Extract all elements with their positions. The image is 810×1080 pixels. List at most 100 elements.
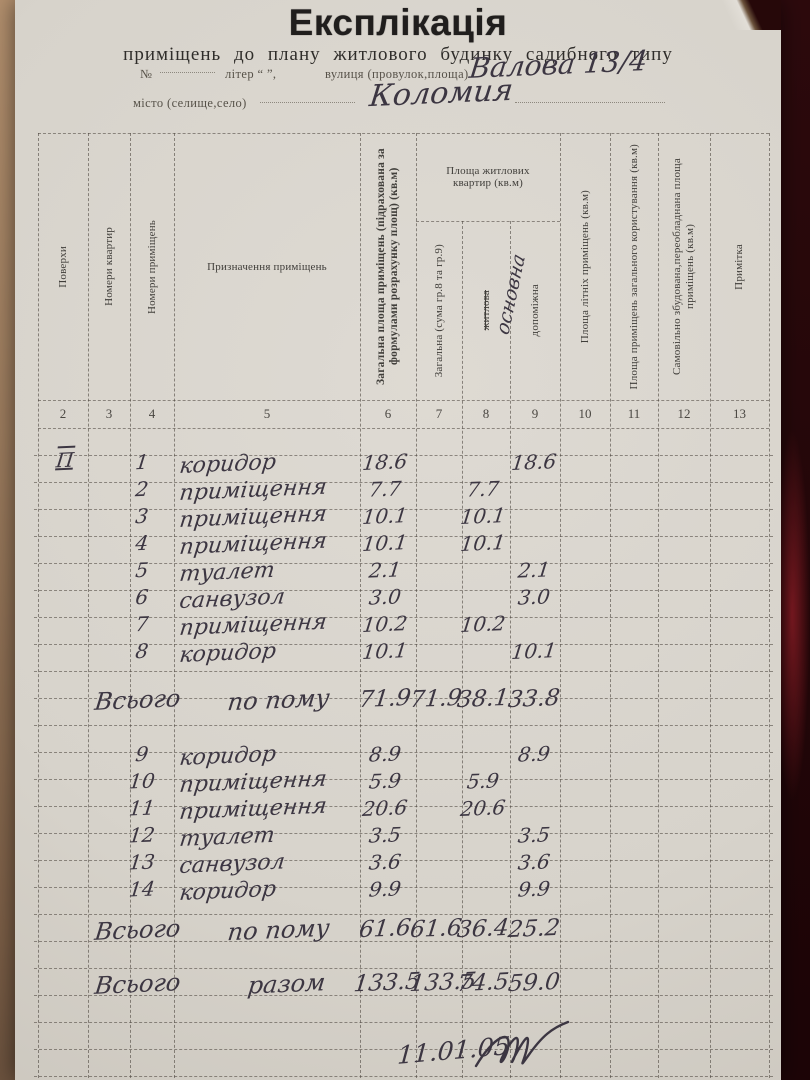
city-label: місто (селище,село): [133, 96, 247, 110]
room-total-area: 10.2: [361, 611, 409, 637]
column-header-label: Площа приміщень загального користування …: [627, 143, 640, 390]
floor-subtotal-label: Всього: [93, 914, 183, 946]
blank-fill-line: [515, 90, 665, 103]
room-aux-area: 9.9: [516, 876, 552, 902]
room-aux-area: 3.0: [516, 584, 552, 610]
group-header-living-area: Площа житлових квартир (кв.м): [446, 165, 530, 189]
grid-hline: [416, 221, 560, 222]
room-main-area: 20.6: [459, 795, 507, 821]
column-header-label: Самовільно збудована,переобладнана площа…: [671, 158, 696, 375]
grand-total-value: 59.0: [506, 968, 562, 998]
room-total-area: 20.6: [361, 795, 409, 821]
column-header-4: Номери приміщень: [130, 133, 174, 400]
room-number: 14: [127, 876, 157, 902]
room-total-area: 3.0: [367, 584, 403, 610]
grid-hline: [34, 509, 773, 510]
grid-hline: [34, 455, 773, 456]
column-number-8: 8: [482, 406, 490, 421]
room-main-area: 5.9: [465, 768, 501, 794]
table-surface-left-edge: [0, 0, 17, 1080]
floor-subtotal-label: по пому: [226, 683, 332, 717]
column-header-label: Загальна (сума гр.8 та гр.9): [432, 243, 445, 378]
grid-vline: [360, 133, 361, 1078]
room-number: 9: [134, 741, 150, 767]
room-name: коридор: [178, 638, 278, 668]
room-aux-area: 2.1: [516, 557, 552, 583]
floor-subtotal-label: по пому: [226, 913, 332, 947]
grid-hline: [34, 833, 773, 834]
grid-hline: [34, 725, 773, 726]
grid-hline: [34, 1049, 773, 1050]
column-header-label: Загальна площа приміщень (підрахована за…: [375, 148, 400, 385]
page-corner-curl: [715, 0, 781, 30]
grid-hline: [34, 968, 773, 969]
room-total-area: 5.9: [367, 768, 403, 794]
grid-hline: [34, 536, 773, 537]
room-main-area: 7.7: [465, 476, 501, 502]
blank-fill-line: [160, 60, 215, 73]
document-title: Експлікація: [288, 2, 508, 43]
grand-total-label: разом: [246, 968, 327, 1000]
grid-hline: [34, 1022, 773, 1023]
room-number: 3: [134, 503, 150, 529]
column-number-13: 13: [733, 406, 746, 421]
grid-hline: [34, 482, 773, 483]
grid-hline: [34, 590, 773, 591]
column-number-2: 2: [59, 406, 67, 421]
grid-hline: [38, 400, 769, 401]
column-header-label: Поверхи: [56, 245, 69, 288]
grid-vline: [38, 133, 39, 1078]
column-number-7: 7: [435, 406, 443, 421]
grand-total-label: Всього: [93, 968, 183, 1000]
floor-mark: П: [54, 447, 76, 473]
liter-label: літер “ ”,: [225, 67, 277, 81]
column-number-6: 6: [384, 406, 392, 421]
column-header-label: допоміжна: [528, 284, 541, 337]
room-name: коридор: [178, 876, 278, 906]
column-number-9: 9: [531, 406, 539, 421]
grid-hline: [34, 644, 773, 645]
grid-hline: [34, 941, 773, 942]
room-total-area: 10.1: [361, 638, 409, 664]
room-total-area: 3.6: [367, 849, 403, 875]
column-header-13: Примітка: [710, 133, 769, 400]
column-header-12: Самовільно збудована,переобладнана площа…: [658, 133, 710, 400]
room-aux-area: 3.5: [516, 822, 552, 848]
column-header-2: Поверхи: [38, 133, 88, 400]
grid-vline: [130, 133, 131, 1078]
room-main-area: 10.1: [459, 530, 507, 556]
room-number: 2: [134, 476, 150, 502]
room-total-area: 10.1: [361, 503, 409, 529]
room-main-area: 10.1: [459, 503, 507, 529]
blank-fill-line: [260, 90, 355, 103]
room-aux-area: 3.6: [516, 849, 552, 875]
room-number: 6: [134, 584, 150, 610]
grid-hline: [34, 617, 773, 618]
floor-subtotal-value: 25.2: [506, 914, 562, 944]
room-number: 8: [134, 638, 150, 664]
grid-hline: [34, 995, 773, 996]
room-number: 7: [134, 611, 150, 637]
grid-vline: [510, 221, 511, 1078]
column-number-11: 11: [627, 406, 641, 421]
grid-hline: [34, 887, 773, 888]
column-header-3: Номери квартир: [88, 133, 130, 400]
grid-hline: [34, 563, 773, 564]
column-header-7: Загальна (сума гр.8 та гр.9): [416, 221, 462, 400]
room-number: 12: [127, 822, 157, 848]
room-aux-area: 10.1: [510, 638, 558, 664]
number-label: №: [140, 67, 153, 81]
room-total-area: 2.1: [367, 557, 403, 583]
room-aux-area: 18.6: [510, 449, 558, 475]
document-subtitle: приміщень до плану житлового будинку сад…: [123, 44, 673, 65]
grid-vline: [769, 133, 770, 1078]
room-total-area: 8.9: [367, 741, 403, 767]
grid-vline: [88, 133, 89, 1078]
grid-vline: [462, 221, 463, 1078]
column-number-4: 4: [148, 406, 156, 421]
room-aux-area: 8.9: [516, 741, 552, 767]
grid-vline: [610, 133, 611, 1078]
room-number: 1: [134, 449, 150, 475]
column-header-label: житлова: [479, 290, 492, 331]
room-number: 5: [134, 557, 150, 583]
